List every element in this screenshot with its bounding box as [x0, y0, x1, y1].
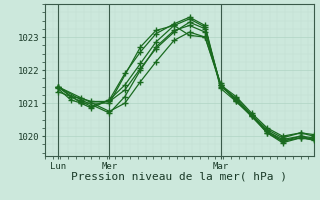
X-axis label: Pression niveau de la mer( hPa ): Pression niveau de la mer( hPa ): [71, 172, 287, 182]
